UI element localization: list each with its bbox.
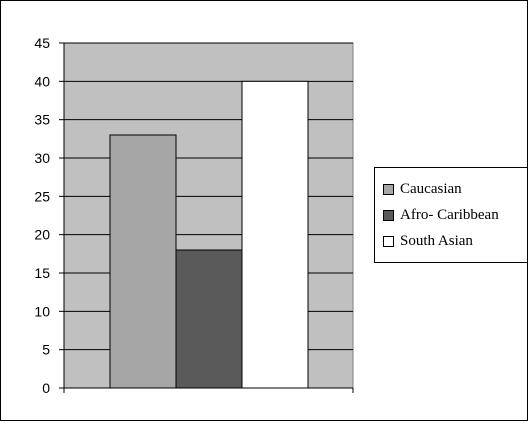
legend-item: Afro- Caribbean bbox=[375, 202, 527, 228]
y-tick-label: 5 bbox=[42, 342, 50, 358]
y-tick-label: 40 bbox=[34, 73, 50, 89]
y-tick-label: 25 bbox=[34, 188, 50, 204]
legend-swatch bbox=[383, 235, 394, 247]
legend-label: Afro- Caribbean bbox=[400, 206, 499, 223]
legend-label: South Asian bbox=[400, 232, 473, 249]
y-tick-label: 30 bbox=[34, 150, 50, 166]
y-tick-label: 35 bbox=[34, 112, 50, 128]
legend-label: Caucasian bbox=[400, 180, 462, 197]
legend-item: South Asian bbox=[375, 228, 527, 254]
legend-swatch bbox=[383, 183, 394, 195]
legend-item: Caucasian bbox=[375, 176, 527, 202]
legend-swatch bbox=[383, 209, 394, 221]
y-tick-label: 0 bbox=[42, 380, 50, 396]
y-tick-label: 10 bbox=[34, 303, 50, 319]
bar-afro-caribbean bbox=[175, 249, 243, 389]
y-tick-label: 15 bbox=[34, 265, 50, 281]
bar-south-asian bbox=[241, 80, 309, 389]
y-tick-label: 45 bbox=[34, 35, 50, 51]
legend: Caucasian Afro- Caribbean South Asian bbox=[374, 167, 528, 263]
y-tick-label: 20 bbox=[34, 227, 50, 243]
bar-caucasian bbox=[109, 134, 177, 389]
